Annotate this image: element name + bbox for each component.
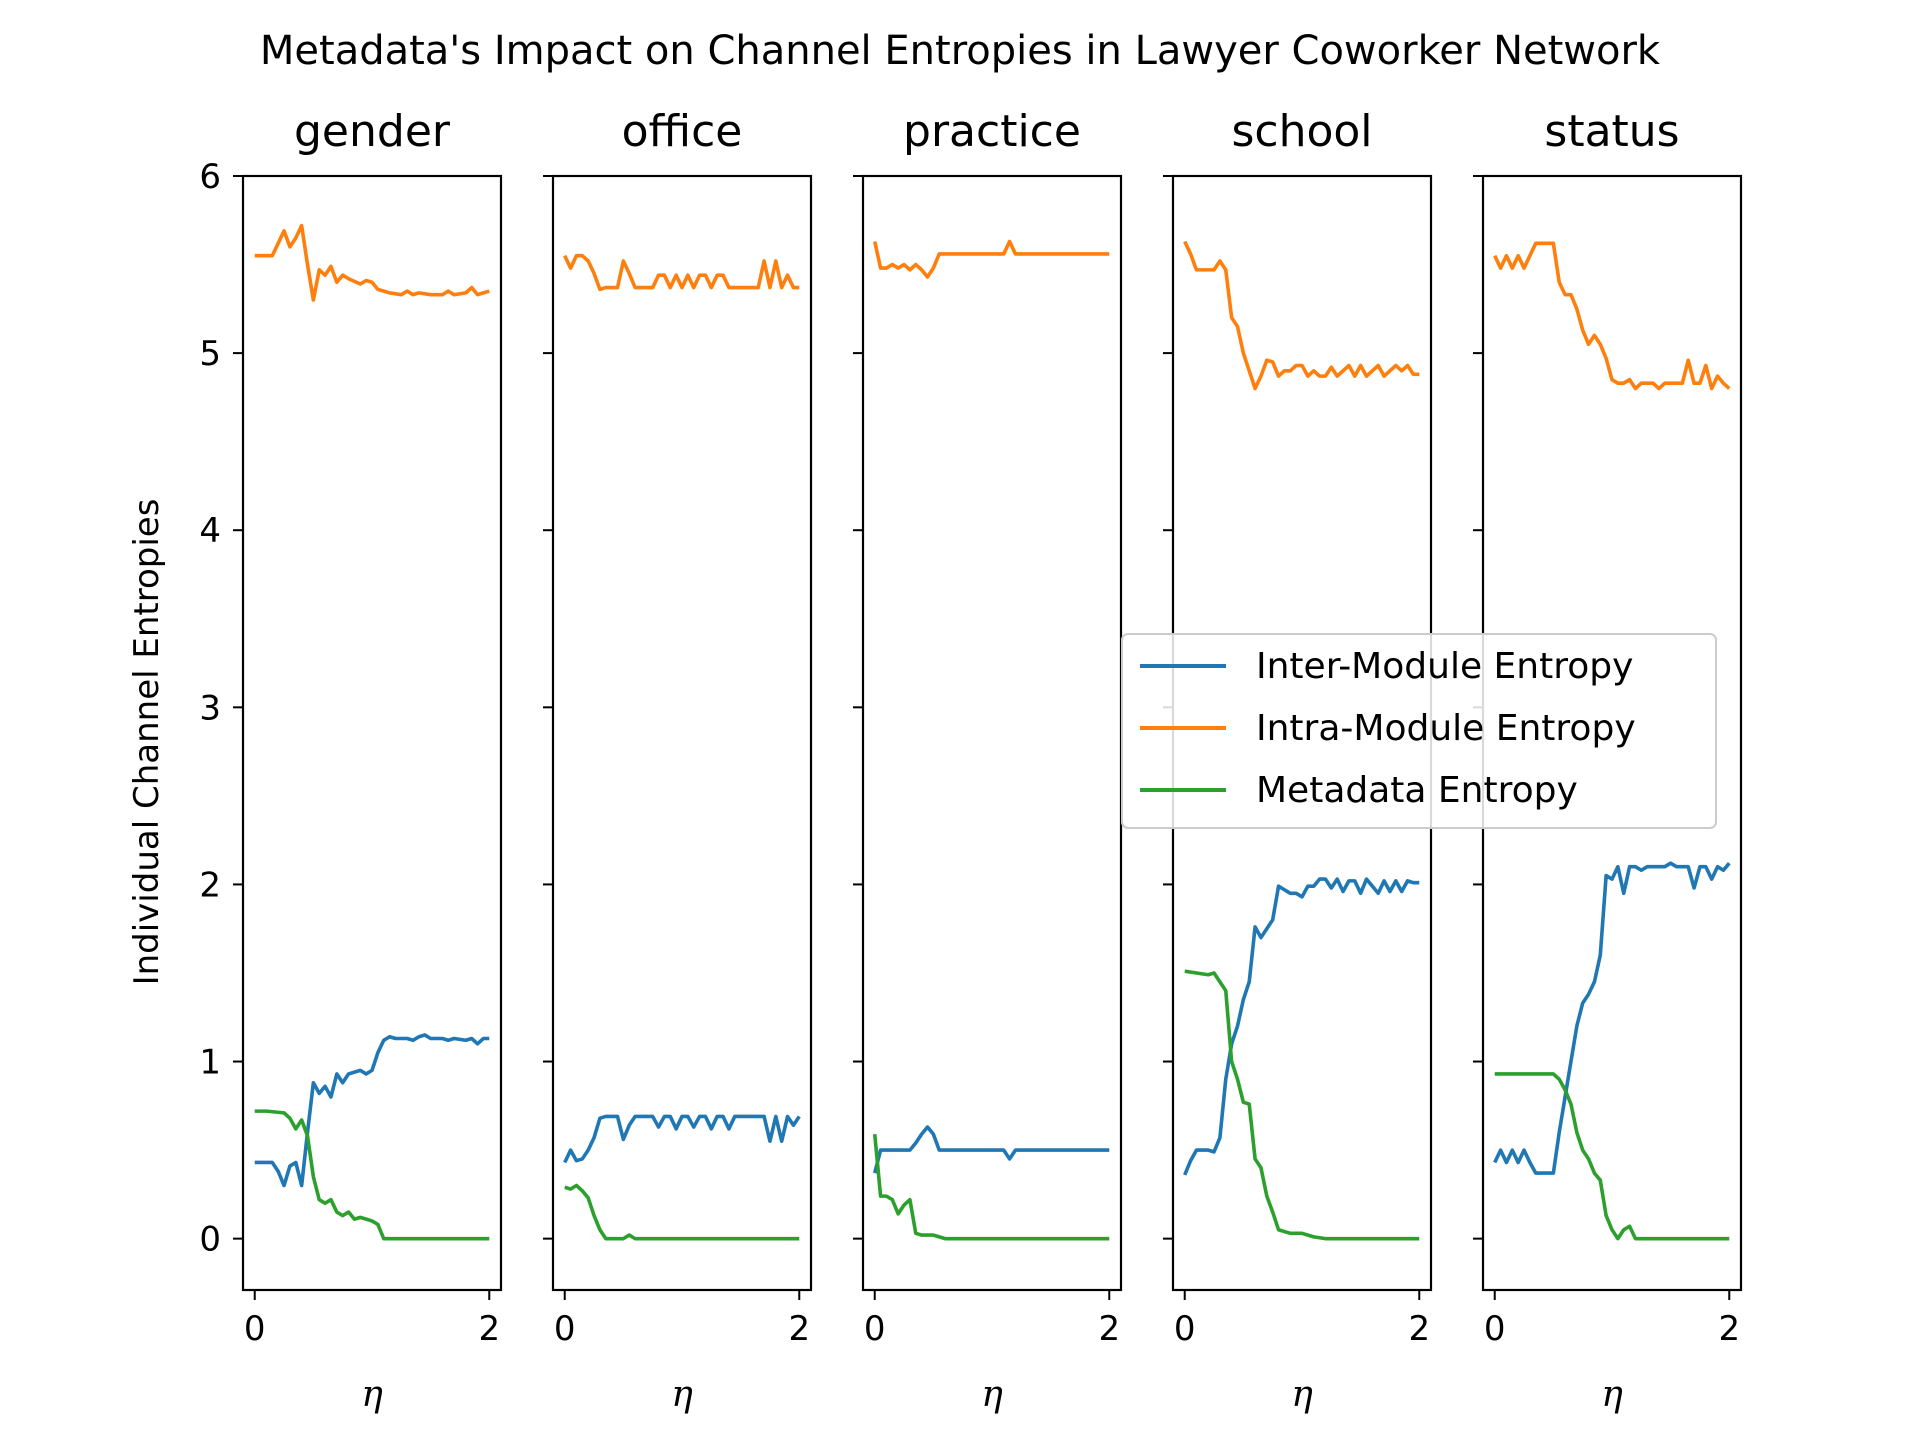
x-tick-label: 2 xyxy=(788,1309,810,1349)
subplot-title: school xyxy=(1231,106,1372,157)
subplot-title: practice xyxy=(903,106,1081,157)
y-tick-label: 2 xyxy=(199,865,221,905)
subplot-practice: practice 0 2 η xyxy=(853,106,1123,1415)
subplot-title: gender xyxy=(294,106,451,157)
x-tick-label: 2 xyxy=(1408,1309,1430,1349)
x-axis-label: η xyxy=(981,1374,1003,1415)
plot-frame xyxy=(241,174,503,1292)
chart-title: Metadata's Impact on Channel Entropies i… xyxy=(260,28,1661,74)
series-line-metadata xyxy=(564,1183,800,1241)
series-line-intra xyxy=(872,239,1110,279)
subplot-title: office xyxy=(622,106,743,157)
series-line-intra xyxy=(563,253,800,292)
y-tick-label: 0 xyxy=(199,1220,221,1260)
subplot-title: status xyxy=(1544,106,1679,157)
subplot-office: office 0 2 η xyxy=(543,106,813,1415)
x-tick-label: 0 xyxy=(1174,1309,1196,1349)
y-tick-label: 1 xyxy=(199,1043,221,1083)
x-tick-label: 2 xyxy=(1718,1309,1740,1349)
series-line-metadata xyxy=(1494,1072,1730,1241)
plot-frame xyxy=(861,174,1123,1292)
legend-box xyxy=(1121,633,1717,829)
series-line-inter xyxy=(254,1033,490,1188)
plot-frame xyxy=(551,174,813,1292)
x-axis-label: η xyxy=(671,1374,693,1415)
series-line-metadata xyxy=(1184,969,1420,1241)
y-tick-label: 3 xyxy=(199,688,221,728)
legend-entry: Intra-Module Entropy xyxy=(1256,708,1636,749)
series-line-inter xyxy=(563,1114,801,1164)
series-line-inter xyxy=(1183,877,1420,1176)
y-axis-label: Individual Channel Entropies xyxy=(127,499,167,986)
series-line-metadata xyxy=(872,1133,1110,1241)
x-tick-label: 0 xyxy=(864,1309,886,1349)
subplot-gender: gender 0 1 2 3 4 5 6 0 2 η xyxy=(199,106,503,1415)
x-axis-label: η xyxy=(1601,1374,1623,1415)
legend: Inter-Module Entropy Intra-Module Entropy… xyxy=(1121,633,1717,829)
x-tick-label: 2 xyxy=(478,1309,500,1349)
y-tick-label: 4 xyxy=(199,511,221,551)
x-axis-label: η xyxy=(361,1374,383,1415)
series-line-inter xyxy=(1493,861,1731,1175)
x-tick-label: 2 xyxy=(1098,1309,1120,1349)
series-line-intra xyxy=(1183,240,1420,391)
series-line-metadata xyxy=(254,1109,490,1241)
x-tick-label: 0 xyxy=(1484,1309,1506,1349)
legend-entry: Metadata Entropy xyxy=(1256,770,1578,811)
x-tick-label: 0 xyxy=(554,1309,576,1349)
series-line-intra xyxy=(254,223,490,302)
x-axis-label: η xyxy=(1291,1374,1313,1415)
x-tick-label: 0 xyxy=(244,1309,266,1349)
legend-entry: Inter-Module Entropy xyxy=(1256,646,1633,687)
series-line-inter xyxy=(872,1125,1110,1174)
y-tick-label: 6 xyxy=(199,157,221,197)
y-tick-label: 5 xyxy=(199,334,221,374)
series-line-intra xyxy=(1493,241,1731,391)
